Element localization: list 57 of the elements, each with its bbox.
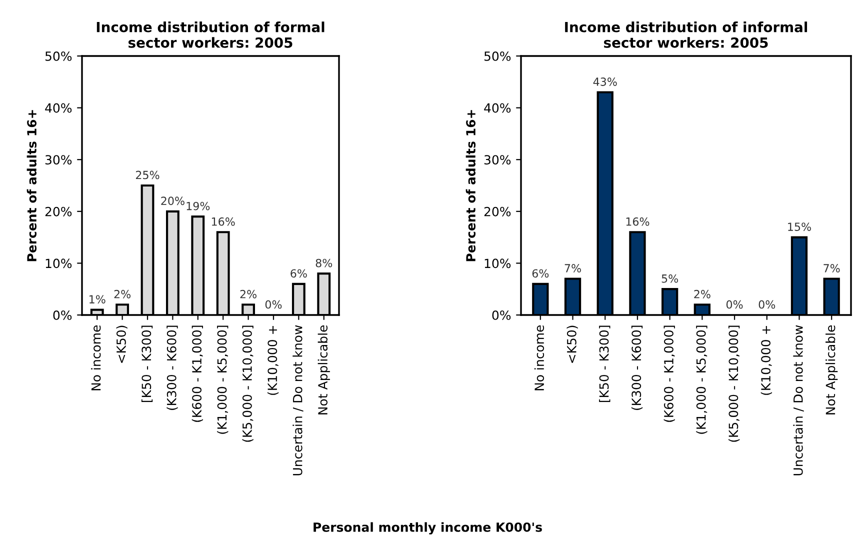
y-tick-label: 20% xyxy=(484,206,511,216)
x-tick-label: (K300 - K600] xyxy=(166,326,178,410)
x-tick-label: (K10,000 + xyxy=(760,326,772,395)
data-label: 20% xyxy=(161,196,184,206)
data-label: 43% xyxy=(593,78,617,86)
y-axis-title: Percent of adults 16+ xyxy=(466,110,476,262)
data-label: 2% xyxy=(114,290,131,298)
data-label: 8% xyxy=(316,258,332,268)
x-tick-label: [K50 - K300] xyxy=(599,326,610,402)
x-tick-label: (K10,000 + xyxy=(267,326,279,395)
data-label: 0% xyxy=(758,300,776,309)
data-label: 25% xyxy=(136,170,160,180)
data-label: 16% xyxy=(626,217,650,226)
data-label: 0% xyxy=(726,300,743,309)
data-label: 2% xyxy=(694,290,710,298)
x-tick-label: (K5,000 - K10,000] xyxy=(728,326,740,442)
x-tick-label: <K50) xyxy=(116,326,128,363)
data-label: 7% xyxy=(824,264,840,272)
y-tick-label: 40% xyxy=(484,103,511,113)
data-label: 6% xyxy=(532,269,549,278)
data-label: 19% xyxy=(186,202,210,210)
chart-title: Income distribution of formal sector workers: 2005 xyxy=(96,22,324,48)
x-tick-label: No income xyxy=(534,325,544,390)
x-tick-label: (K300 - K600] xyxy=(631,326,643,410)
y-tick-label: 0% xyxy=(53,310,72,320)
x-tick-label: (K600 - K1,000] xyxy=(664,326,675,422)
x-tick-label: Not Applicable xyxy=(826,325,838,414)
x-tick-label: (K1,000 - K5,000] xyxy=(696,326,708,434)
x-tick-label: (K1,000 - K5,000] xyxy=(217,326,228,434)
x-tick-label: (K600 - K1,000] xyxy=(192,326,203,422)
x-tick-label: (K5,000 - K10,000] xyxy=(242,326,254,442)
x-tick-label: Not Applicable xyxy=(318,325,330,414)
x-tick-label: Uncertain / Do not know xyxy=(793,325,804,476)
y-tick-label: 50% xyxy=(45,51,72,61)
y-tick-label: 50% xyxy=(484,51,511,61)
y-tick-label: 20% xyxy=(45,206,72,216)
y-tick-label: 40% xyxy=(45,103,72,113)
y-tick-label: 30% xyxy=(484,155,511,165)
y-axis-title: Percent of adults 16+ xyxy=(26,110,37,262)
x-tick-label: Uncertain / Do not know xyxy=(292,325,304,476)
x-tick-label: No income xyxy=(91,325,101,390)
data-label: 1% xyxy=(90,295,106,304)
text: Personal monthly income K000's xyxy=(314,522,542,534)
data-label: 0% xyxy=(265,300,282,309)
x-tick-label: <K50) xyxy=(566,326,578,363)
data-label: 6% xyxy=(290,269,307,278)
data-label: 5% xyxy=(662,274,678,283)
y-tick-label: 0% xyxy=(492,310,511,320)
y-tick-label: 30% xyxy=(45,155,72,165)
data-label: 7% xyxy=(564,264,581,272)
y-tick-label: 10% xyxy=(46,258,72,268)
data-label: 2% xyxy=(240,290,256,298)
data-label: 15% xyxy=(788,222,811,231)
chart-title: Income distribution of informal sector workers: 2005 xyxy=(565,22,808,48)
x-tick-label: [K50 - K300] xyxy=(141,326,153,402)
data-label: 16% xyxy=(212,217,235,226)
y-tick-label: 10% xyxy=(484,258,511,268)
